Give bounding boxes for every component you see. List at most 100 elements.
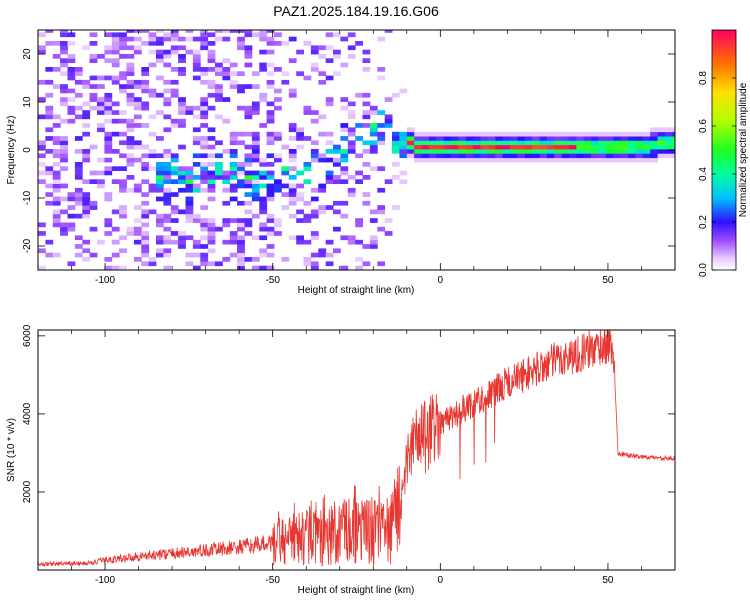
spectrogram-cell — [133, 157, 142, 163]
spectrogram-cell — [613, 157, 622, 163]
spectrogram-cell — [74, 200, 83, 206]
snr-ticks: -100 -50 0 50 2000 4000 6000 — [22, 324, 676, 586]
spectrogram-cell — [251, 187, 260, 193]
spectrogram-cell — [325, 58, 334, 63]
spectrogram-cell — [104, 97, 113, 102]
spectrogram-cell — [244, 192, 253, 197]
spectrogram-cell — [274, 67, 282, 72]
spectrogram-cell — [104, 218, 113, 223]
spectrogram-cell — [546, 157, 555, 163]
snr-x-tick-label: 0 — [438, 575, 444, 586]
spectrogram-cell — [377, 226, 386, 232]
spectrogram-cell — [119, 118, 127, 124]
spectrogram-cell — [325, 45, 334, 51]
spectrogram-cell — [635, 153, 644, 159]
spectrogram-cell — [156, 92, 164, 98]
spectrogram-cell — [82, 79, 91, 85]
spectrogram-cell — [583, 131, 592, 137]
spectrogram-cell — [200, 105, 209, 111]
spectrogram-cell — [443, 131, 452, 137]
spectrogram-cell — [325, 149, 334, 154]
spectrogram-cell — [133, 84, 142, 89]
spectrogram-cell — [163, 114, 172, 120]
spectrogram-cell — [259, 92, 268, 98]
spectrogram-cell — [192, 140, 201, 146]
spectrogram-cell — [200, 123, 209, 128]
spectrogram-cell — [487, 157, 496, 163]
spectrogram-cell — [97, 179, 105, 184]
spectrogram-cell — [613, 144, 622, 150]
spectrogram-cell — [200, 97, 209, 102]
spectrogram-cell — [111, 45, 120, 51]
spectrogram-cell — [222, 218, 231, 223]
spectrogram-cell — [104, 265, 113, 270]
spectrogram-cell — [178, 118, 186, 124]
spectrogram-cell — [111, 101, 120, 107]
spectrogram-cell — [340, 127, 349, 133]
spectrogram-cell — [310, 153, 319, 159]
spectrogram-cell — [222, 257, 231, 262]
spectrogram-cell — [591, 144, 599, 150]
spectrogram-cell — [207, 105, 216, 111]
spectrogram-cell — [259, 200, 268, 206]
spectrogram-cell — [318, 54, 327, 59]
spectrogram-cell — [207, 239, 216, 245]
spectrogram-cell — [215, 166, 223, 171]
spectrogram-cell — [251, 257, 260, 262]
spectrogram-cell — [60, 49, 68, 55]
spectrogram-cell — [119, 88, 127, 94]
spectrogram-cell — [274, 218, 282, 223]
spectrogram-cell — [89, 205, 98, 210]
spectrogram-cell — [583, 136, 592, 141]
spectrogram-cell — [133, 231, 142, 236]
spectrogram-cell — [635, 157, 644, 163]
spectrogram-cell — [60, 30, 68, 33]
spectrogram-cell — [111, 79, 120, 85]
spectrogram-cell — [207, 196, 216, 202]
spectrogram-cell — [52, 114, 61, 120]
spectrogram-cell — [274, 131, 282, 137]
spectrogram-cell — [451, 136, 459, 141]
spectrogram-cell — [200, 153, 209, 159]
spectrogram-cell — [355, 136, 363, 141]
spectrogram-cell — [369, 166, 378, 171]
spectrogram-cell — [546, 153, 555, 159]
spectrogram-cell — [303, 239, 312, 245]
spectrogram-cell — [274, 32, 282, 38]
spectrogram-cell — [554, 149, 563, 154]
spectrogram-cell — [45, 192, 54, 197]
spectrogram-cell — [104, 149, 113, 154]
spectrogram-cell — [605, 136, 614, 141]
spectrogram-cell — [259, 265, 268, 270]
spectrogram-cell — [266, 41, 275, 46]
spectrogram-cell — [156, 175, 164, 180]
spectrogram-cell — [215, 30, 223, 33]
spectrogram-cell — [156, 162, 164, 167]
spectrogram-cell — [362, 149, 371, 154]
spectrogram-cell — [237, 218, 245, 223]
spectrogram-cell — [222, 71, 231, 76]
spectrogram-cell — [133, 140, 142, 146]
spectrogram-cell — [583, 140, 592, 146]
spectrogram-cell — [200, 244, 209, 249]
spectrogram-cell — [259, 252, 268, 258]
spectrogram-cell — [104, 131, 113, 137]
spectrogram-cell — [591, 131, 599, 137]
spectrogram-cell — [561, 149, 570, 154]
spectrogram-cell — [266, 71, 275, 76]
spectrogram-cell — [672, 153, 675, 159]
spectrogram-cell — [266, 244, 275, 249]
spectrogram-cell — [141, 84, 150, 89]
spectrogram-cell — [303, 257, 312, 262]
spectrogram-cell — [163, 170, 172, 176]
spectrogram-cell — [421, 157, 430, 163]
spectrogram-cell — [657, 127, 666, 133]
spectrogram-cell — [156, 183, 164, 189]
spectrogram-cell — [74, 67, 83, 72]
spectrogram-cell — [111, 226, 120, 232]
spectrogram-cell — [406, 136, 415, 141]
spectrogram-cell — [60, 231, 68, 236]
spectrogram-cell — [650, 140, 658, 146]
spectrogram-cell — [480, 157, 489, 163]
spectrogram-cell — [170, 36, 179, 42]
